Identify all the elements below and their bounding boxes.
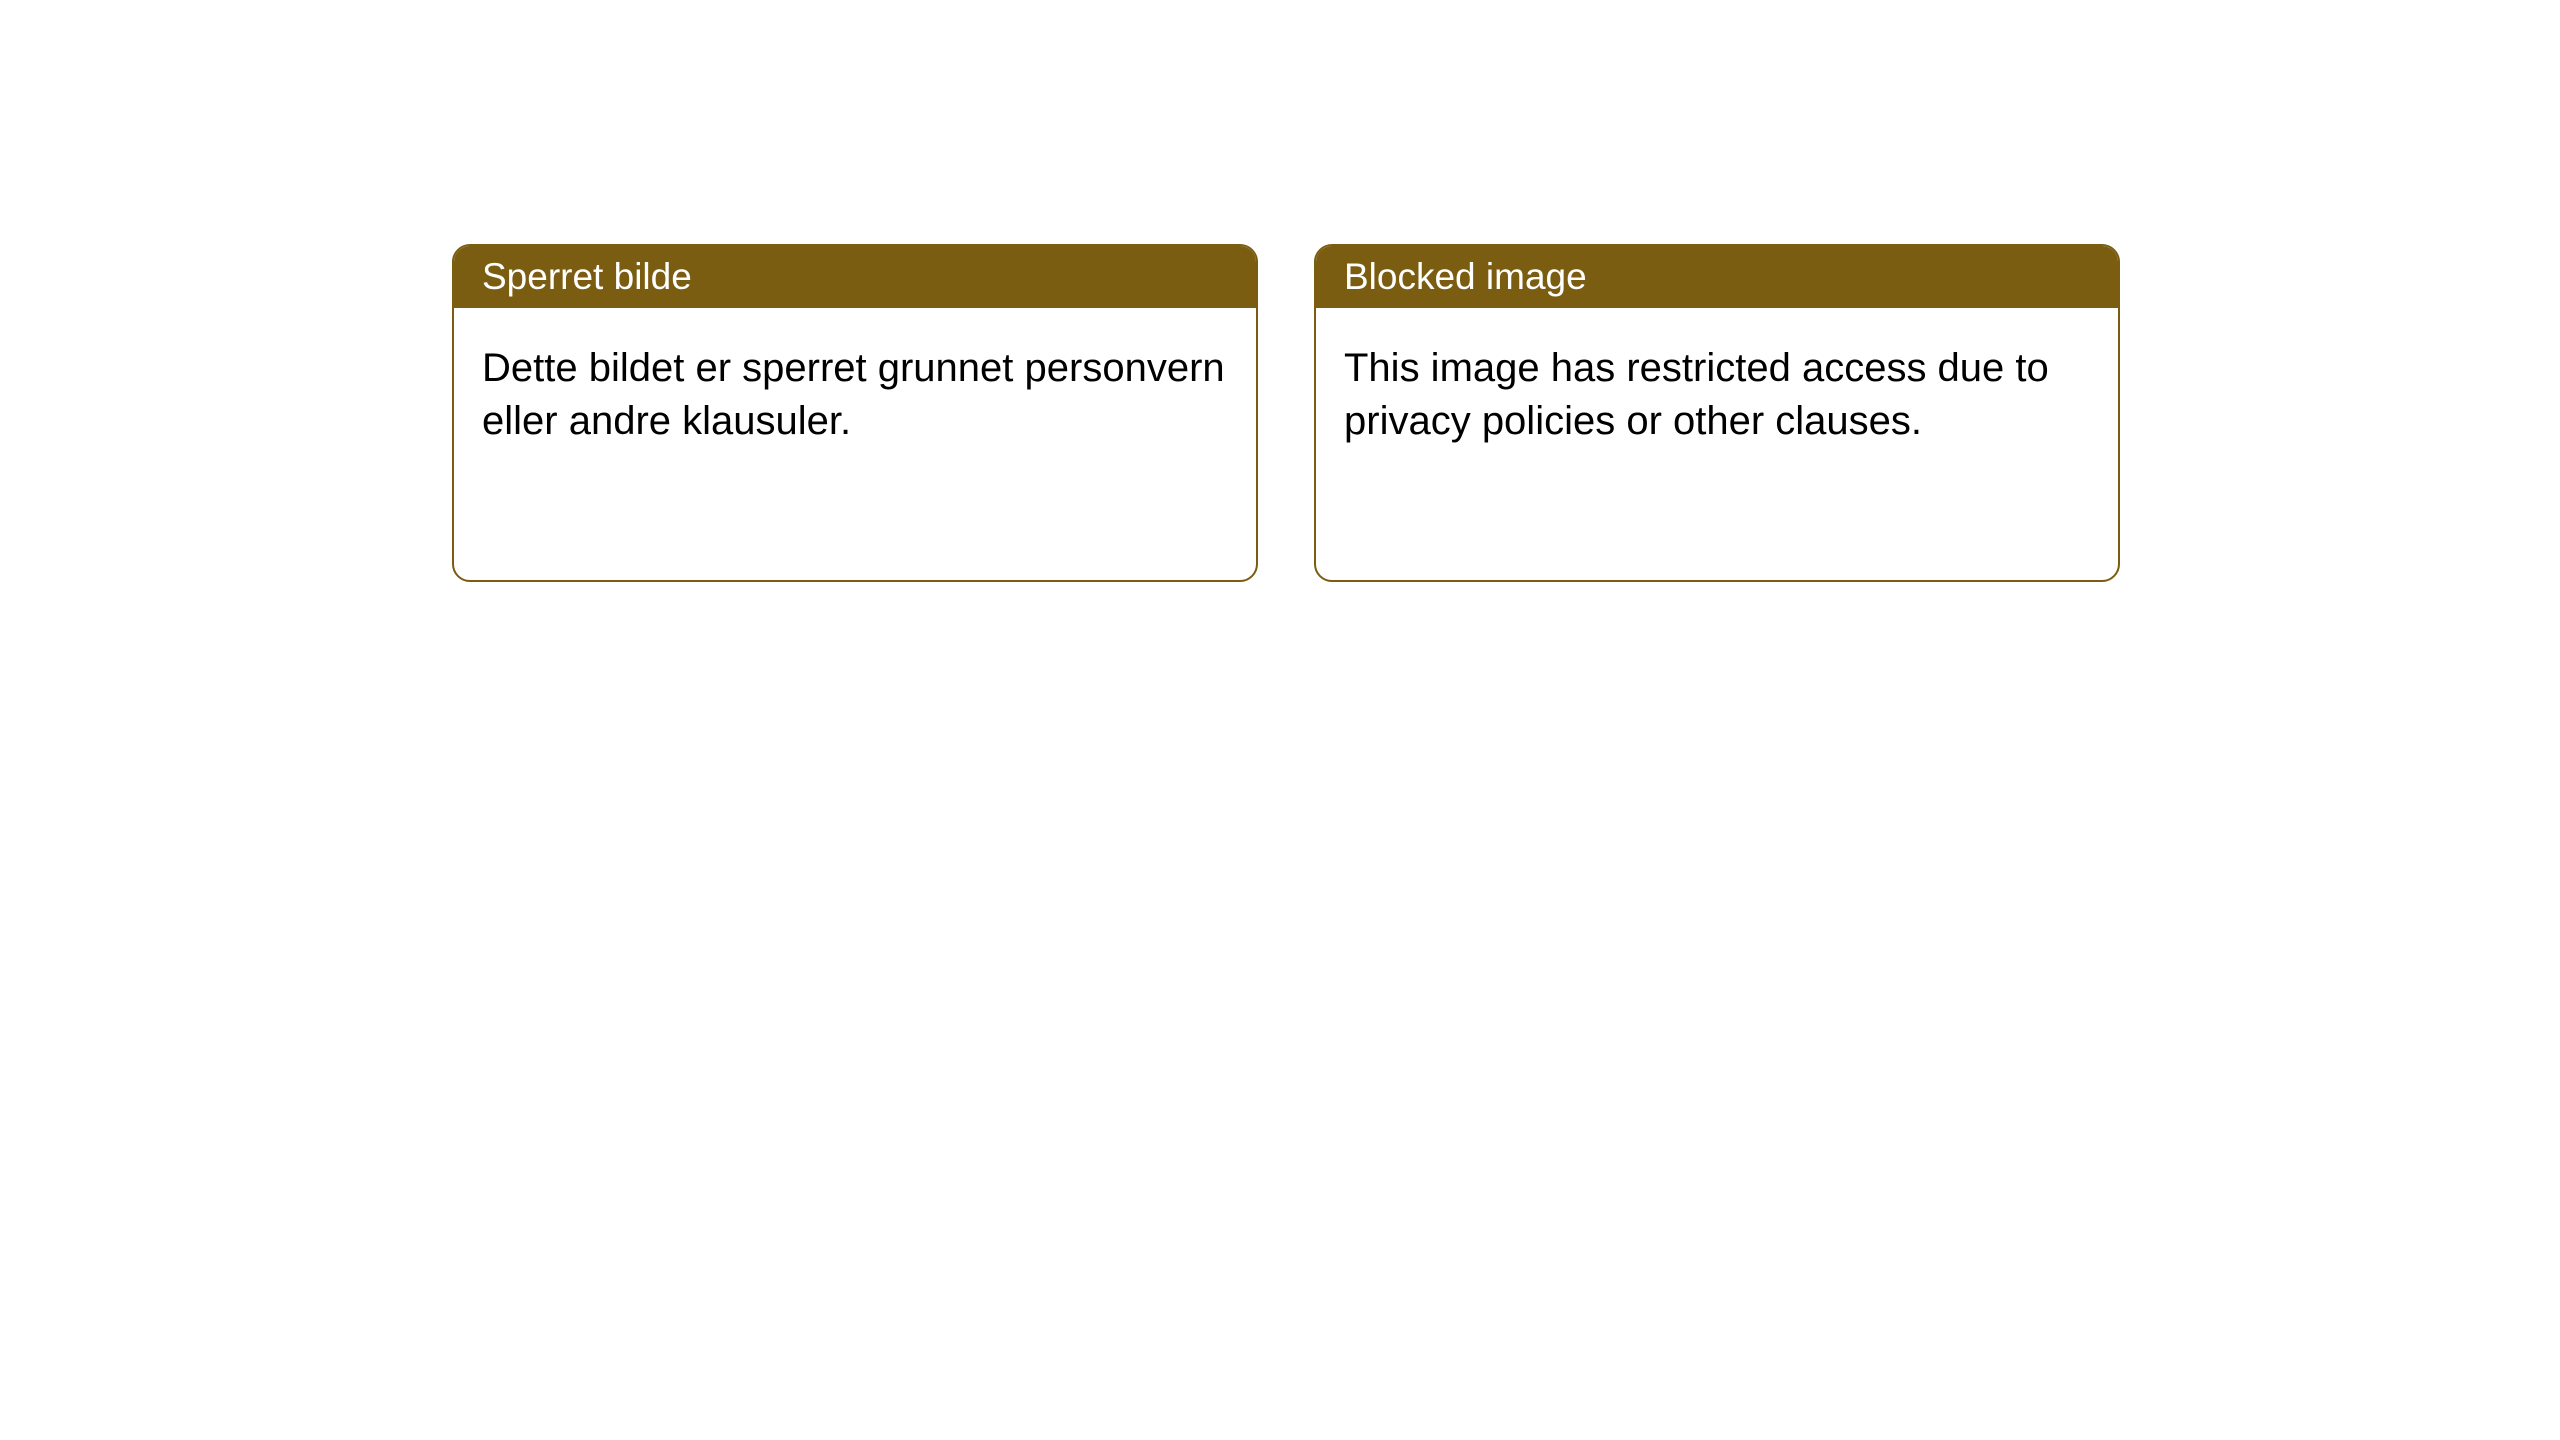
notice-body-english: This image has restricted access due to … bbox=[1316, 308, 2118, 482]
notice-header-english: Blocked image bbox=[1316, 246, 2118, 308]
notice-card-norwegian: Sperret bilde Dette bildet er sperret gr… bbox=[452, 244, 1258, 582]
notice-header-norwegian: Sperret bilde bbox=[454, 246, 1256, 308]
notice-body-norwegian: Dette bildet er sperret grunnet personve… bbox=[454, 308, 1256, 482]
notice-container: Sperret bilde Dette bildet er sperret gr… bbox=[0, 0, 2560, 582]
notice-title-english: Blocked image bbox=[1344, 256, 1587, 297]
notice-text-english: This image has restricted access due to … bbox=[1344, 346, 2049, 443]
notice-text-norwegian: Dette bildet er sperret grunnet personve… bbox=[482, 346, 1225, 443]
notice-card-english: Blocked image This image has restricted … bbox=[1314, 244, 2120, 582]
notice-title-norwegian: Sperret bilde bbox=[482, 256, 692, 297]
